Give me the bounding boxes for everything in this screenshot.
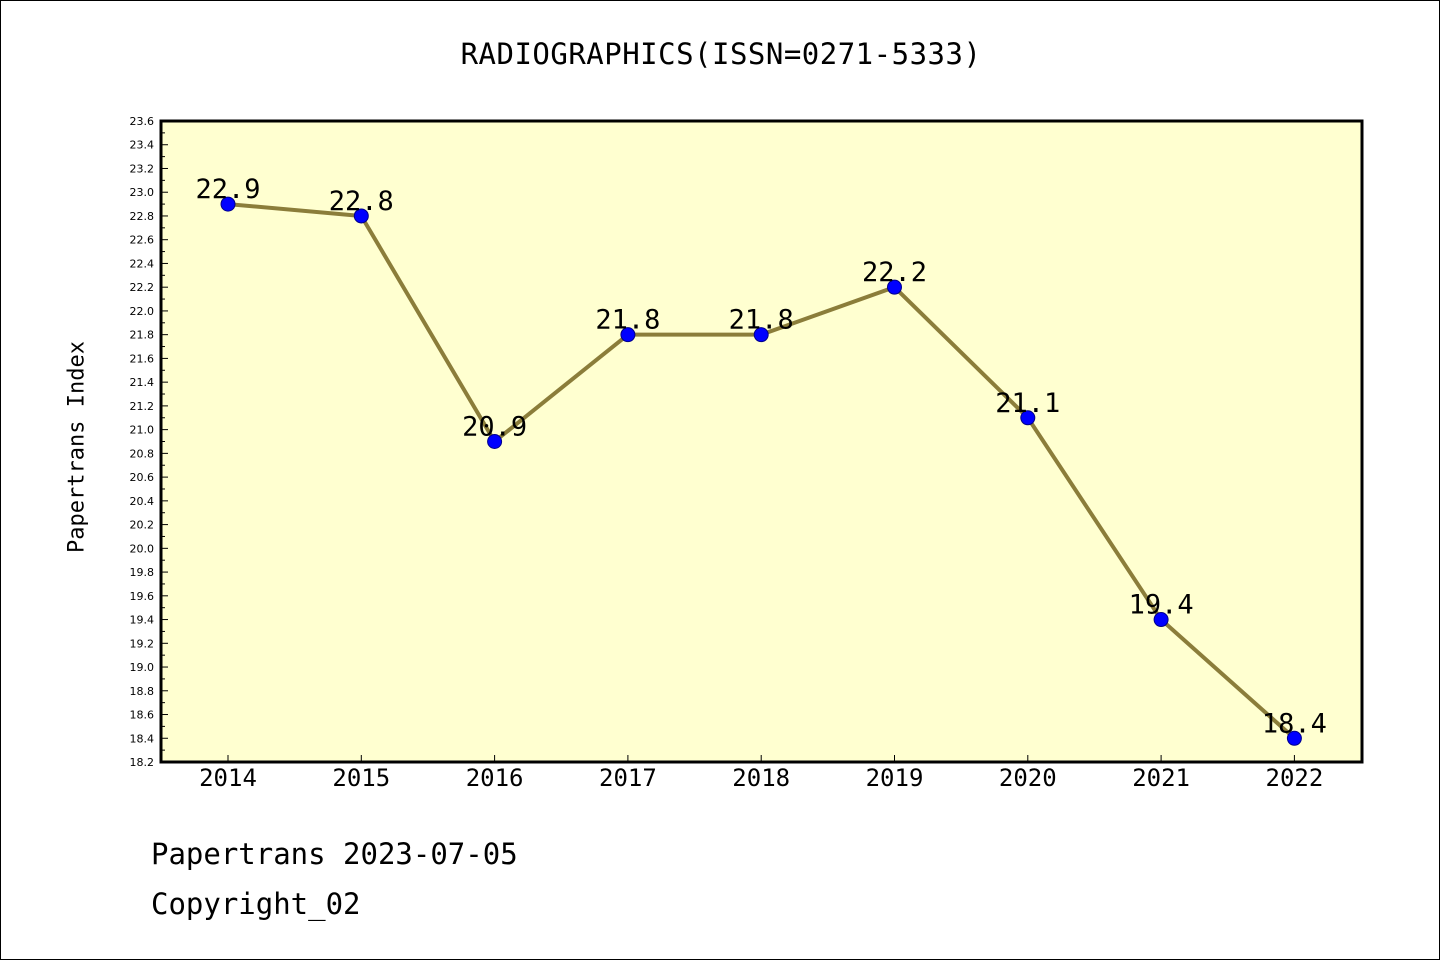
x-tick-label: 2021 bbox=[1132, 764, 1190, 792]
y-tick-label: 22.0 bbox=[130, 305, 155, 318]
y-tick-label: 19.2 bbox=[130, 637, 155, 650]
data-point bbox=[1153, 612, 1169, 628]
y-tick-label: 23.2 bbox=[130, 162, 155, 175]
y-tick-label: 19.8 bbox=[130, 566, 155, 579]
footer-date: Papertrans 2023-07-05 bbox=[151, 837, 518, 871]
x-tick-label: 2022 bbox=[1266, 764, 1324, 792]
y-tick-label: 21.8 bbox=[130, 329, 155, 342]
plot-border bbox=[159, 119, 1364, 764]
y-tick-label: 22.8 bbox=[130, 210, 155, 223]
data-point bbox=[487, 434, 503, 449]
y-tick-label: 23.6 bbox=[130, 115, 155, 128]
y-tick-label: 20.6 bbox=[130, 471, 155, 484]
x-tick-label: 2016 bbox=[466, 764, 524, 792]
chart-title: RADIOGRAPHICS(ISSN=0271-5333) bbox=[460, 37, 982, 71]
y-tick-label: 18.2 bbox=[130, 756, 155, 769]
x-tick-label: 2018 bbox=[732, 764, 790, 792]
data-point bbox=[620, 327, 636, 343]
x-tick-label: 2017 bbox=[599, 764, 657, 792]
y-tick-label: 20.4 bbox=[130, 495, 155, 508]
data-point bbox=[353, 208, 369, 224]
data-label: 19.4 bbox=[1129, 590, 1194, 621]
y-tick-label: 18.8 bbox=[130, 685, 155, 698]
x-tick-label: 2014 bbox=[199, 764, 257, 792]
data-point bbox=[1286, 730, 1302, 746]
y-tick-label: 21.2 bbox=[130, 400, 155, 413]
data-label: 20.9 bbox=[462, 412, 527, 443]
y-tick-label: 23.4 bbox=[130, 139, 155, 152]
y-tick-label: 20.8 bbox=[130, 447, 155, 460]
y-tick-label: 22.2 bbox=[130, 281, 155, 294]
data-label: 18.4 bbox=[1262, 708, 1327, 739]
x-tick-label: 2015 bbox=[332, 764, 390, 792]
x-tick-label: 2020 bbox=[999, 764, 1057, 792]
data-label: 21.1 bbox=[995, 388, 1060, 419]
y-tick-label: 21.0 bbox=[130, 424, 155, 437]
y-tick-label: 20.0 bbox=[130, 542, 155, 555]
data-point bbox=[753, 327, 769, 343]
y-tick-label: 19.0 bbox=[130, 661, 155, 674]
y-tick-label: 18.6 bbox=[130, 709, 155, 722]
y-tick-label: 21.6 bbox=[130, 352, 155, 365]
data-label: 22.2 bbox=[862, 257, 927, 288]
y-tick-label: 19.4 bbox=[130, 614, 155, 627]
data-point bbox=[887, 279, 902, 295]
data-point bbox=[220, 196, 236, 212]
y-tick-label: 19.6 bbox=[130, 590, 155, 603]
plot-area bbox=[161, 121, 1362, 762]
y-tick-label: 18.4 bbox=[130, 732, 155, 745]
footer-copyright: Copyright_02 bbox=[151, 887, 361, 921]
data-label: 21.8 bbox=[729, 305, 794, 336]
data-point bbox=[1020, 410, 1036, 426]
x-tick-label: 2019 bbox=[866, 764, 924, 792]
y-tick-label: 21.4 bbox=[130, 376, 155, 389]
y-tick-label: 22.6 bbox=[130, 234, 155, 247]
data-label: 22.9 bbox=[195, 174, 260, 205]
y-tick-label: 23.0 bbox=[130, 186, 155, 199]
y-tick-label: 22.4 bbox=[130, 257, 155, 270]
y-tick-label: 20.2 bbox=[130, 519, 155, 532]
data-label: 21.8 bbox=[595, 305, 660, 336]
data-label: 22.8 bbox=[329, 186, 394, 217]
